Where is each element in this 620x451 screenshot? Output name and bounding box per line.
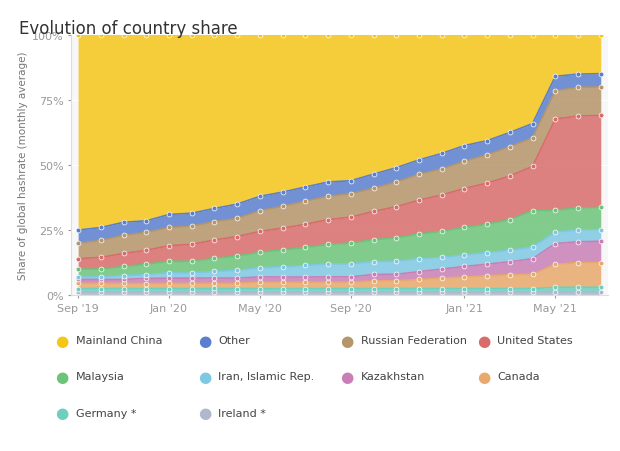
- Text: Kazakhstan: Kazakhstan: [361, 372, 425, 382]
- Text: ●: ●: [477, 369, 490, 384]
- Text: ●: ●: [55, 405, 69, 420]
- Text: Ireland *: Ireland *: [218, 408, 266, 418]
- Text: Other: Other: [218, 336, 250, 345]
- Text: ●: ●: [55, 333, 69, 348]
- Text: Germany *: Germany *: [76, 408, 136, 418]
- Text: ●: ●: [198, 333, 211, 348]
- Text: ●: ●: [198, 369, 211, 384]
- Text: ●: ●: [198, 405, 211, 420]
- Y-axis label: Share of global hashrate (monthly average): Share of global hashrate (monthly averag…: [18, 52, 28, 280]
- Text: Iran, Islamic Rep.: Iran, Islamic Rep.: [218, 372, 314, 382]
- Text: Russian Federation: Russian Federation: [361, 336, 467, 345]
- Text: ●: ●: [340, 369, 354, 384]
- Text: ●: ●: [340, 333, 354, 348]
- Text: United States: United States: [497, 336, 573, 345]
- Text: Malaysia: Malaysia: [76, 372, 125, 382]
- Text: Mainland China: Mainland China: [76, 336, 162, 345]
- Text: ●: ●: [55, 369, 69, 384]
- Text: ●: ●: [477, 333, 490, 348]
- Text: Canada: Canada: [497, 372, 540, 382]
- Text: Evolution of country share: Evolution of country share: [19, 20, 237, 38]
